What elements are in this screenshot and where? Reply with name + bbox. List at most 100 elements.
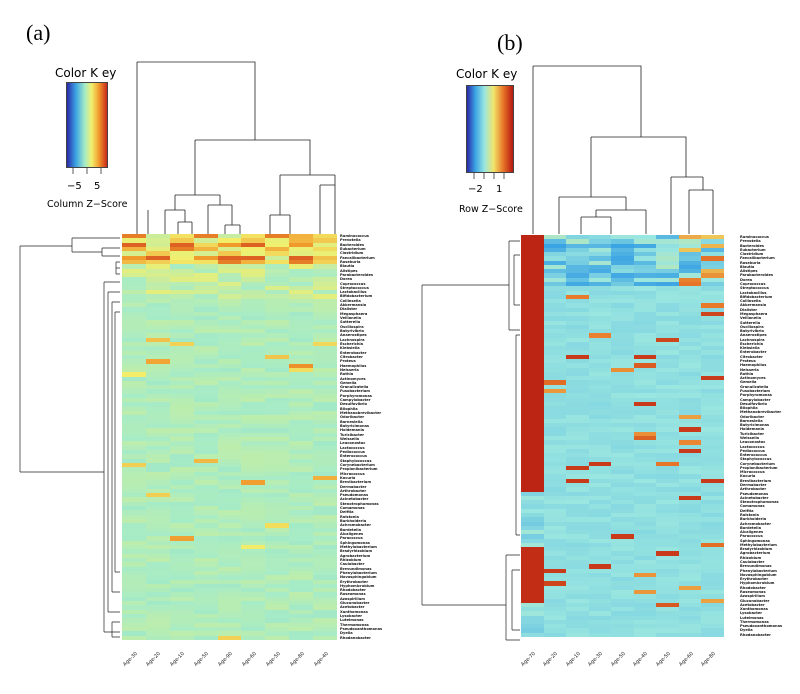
heatmap-cell (543, 435, 567, 441)
heatmap-cell (588, 444, 612, 449)
heatmap-cell (217, 627, 242, 632)
heatmap-cell (588, 461, 612, 466)
heatmap-cell (289, 441, 314, 446)
heatmap-cell (265, 596, 290, 602)
heatmap-cell (566, 624, 589, 629)
heatmap-cell (289, 246, 314, 252)
heatmap-cell (633, 530, 657, 535)
heatmap-cell (543, 354, 567, 360)
heatmap-cell (701, 303, 724, 308)
heatmap-cell (611, 512, 634, 518)
heatmap-cell (217, 268, 242, 273)
heatmap-cell (701, 632, 724, 637)
heatmap-cell (588, 453, 612, 458)
heatmap-cell (701, 483, 724, 488)
heatmap-cell (145, 614, 170, 619)
heatmap-cell (122, 389, 146, 394)
heatmap-cell (521, 354, 544, 360)
heatmap-cell (611, 632, 634, 637)
heatmap-cell (701, 393, 724, 398)
heatmap-cell (633, 555, 657, 561)
heatmap-cell (566, 376, 589, 381)
heatmap-cell (145, 523, 170, 528)
heatmap-cell (241, 367, 266, 373)
heatmap-cell (566, 474, 589, 479)
heatmap-cell (169, 432, 194, 437)
heatmap-cell (543, 418, 567, 424)
heatmap-cell (566, 423, 589, 428)
heatmap-cell (169, 557, 194, 563)
heatmap-cell (193, 536, 218, 541)
heatmap-cell (313, 475, 337, 481)
heatmap-cell (265, 467, 290, 472)
heatmap-cell (265, 501, 290, 507)
heatmap-cell (633, 453, 657, 458)
heatmap-cell (193, 333, 218, 338)
heatmap-cell (265, 398, 290, 403)
heatmap-cell (611, 487, 634, 492)
row-label: Anaerostipes (740, 333, 767, 338)
column-label: Age-20 (542, 650, 560, 668)
heatmap-cell (241, 350, 266, 355)
row-label: Ruminococcus (340, 234, 369, 238)
heatmap-cell (217, 570, 242, 576)
heatmap-cell (543, 371, 567, 377)
heatmap-cell (289, 320, 314, 325)
heatmap-cell (289, 264, 314, 269)
heatmap-cell (265, 246, 290, 252)
heatmap-cell (588, 521, 612, 526)
heatmap-cell (656, 628, 679, 633)
heatmap-cell (588, 414, 612, 419)
heatmap-cell (289, 359, 314, 364)
heatmap-cell (217, 449, 242, 455)
heatmap-cell (313, 398, 337, 403)
heatmap-cell (521, 547, 544, 552)
row-label: Leuconostoc (740, 440, 766, 445)
heatmap-cell (678, 453, 702, 458)
heatmap-cell (217, 553, 242, 558)
heatmap-cell (193, 367, 218, 373)
heatmap-cell (566, 380, 589, 385)
heatmap-cell (289, 575, 314, 580)
heatmap-cell (543, 534, 567, 539)
heatmap-cell (265, 290, 290, 295)
heatmap-cell (241, 290, 266, 295)
row-label: Lactobacillus (740, 290, 767, 295)
heatmap-cell (265, 285, 290, 291)
heatmap-cell (633, 538, 657, 543)
heatmap-cell (566, 333, 589, 338)
panel-b-key-ticks (473, 173, 505, 179)
heatmap-cell (611, 431, 634, 436)
heatmap-cell (633, 367, 657, 372)
heatmap-cell (193, 609, 218, 615)
row-label: Eubacterium (740, 247, 766, 252)
heatmap-cell (169, 484, 194, 489)
heatmap-cell (611, 329, 634, 334)
heatmap-cell (701, 363, 724, 368)
row-label: Akkermansia (740, 303, 767, 308)
heatmap-cell (701, 435, 724, 441)
heatmap-cell (241, 562, 266, 567)
heatmap-cell (611, 427, 634, 432)
row-label: Rhizobium (740, 555, 762, 560)
heatmap-cell (241, 333, 266, 338)
heatmap-cell (289, 432, 314, 437)
heatmap-cell (633, 329, 657, 334)
row-label: Propionibacterium (340, 467, 378, 472)
heatmap-cell (588, 320, 612, 325)
heatmap-cell (701, 453, 724, 458)
heatmap-cell (678, 252, 702, 257)
row-label: Delftia (340, 510, 354, 515)
heatmap-cell (656, 247, 679, 253)
heatmap-cell (241, 372, 266, 377)
heatmap-cell (193, 553, 218, 558)
heatmap-cell (611, 448, 634, 454)
row-label: Achromobacter (340, 523, 371, 528)
heatmap-cell (656, 363, 679, 368)
heatmap-cell (145, 480, 170, 485)
heatmap-cell (566, 264, 589, 270)
heatmap-cell (701, 406, 724, 411)
heatmap-cell (633, 577, 657, 582)
heatmap-cell (543, 264, 567, 270)
heatmap-cell (678, 483, 702, 488)
